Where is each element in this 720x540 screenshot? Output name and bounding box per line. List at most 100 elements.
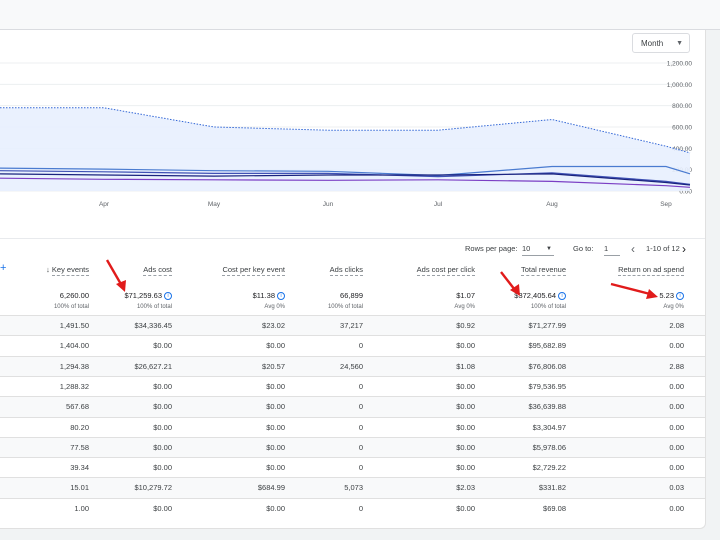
cell-key-events: 80.20 [70, 422, 89, 432]
add-column-icon[interactable]: + [0, 262, 7, 274]
cell-total-revenue: $79,536.95 [528, 381, 566, 391]
x-tick-label: Jun [323, 201, 334, 208]
cell-return-on-ad-spend: 2.88 [669, 361, 684, 371]
cell-return-on-ad-spend: 0.03 [669, 483, 684, 493]
period-select[interactable]: Month ▼ [632, 33, 690, 53]
cell-ads-cost: $0.00 [153, 503, 172, 513]
column-header-cost-per-key-event[interactable]: Cost per key event [190, 265, 285, 276]
chart-divider [0, 238, 705, 239]
cell-total-revenue: $69.08 [543, 503, 566, 513]
cell-ads-clicks: 0 [358, 341, 363, 351]
cell-return-on-ad-spend: 0.00 [669, 503, 684, 513]
cell-return-on-ad-spend: 0.00 [669, 381, 684, 391]
cell-ads-cost-per-click: $0.92 [456, 321, 475, 330]
table-row[interactable]: 80.20 $0.00 $0.00 0 $0.00 $3,304.97 0.00 [0, 416, 705, 438]
table-row[interactable]: 1,404.00 $0.00 $0.00 0 $0.00 $95,682.89 0.00 [0, 335, 705, 356]
cell-key-events: 1,491.50 [59, 321, 89, 330]
table-row[interactable]: 567.68 $0.00 $0.00 0 $0.00 $36,639.88 0.00 [0, 396, 705, 418]
rows-per-page-select[interactable]: 10 ▼ [522, 243, 554, 256]
table-row[interactable]: 15.01 $10,279.72 $684.99 5,073 $2.03 $331.82 0… [0, 477, 705, 499]
cell-key-events: 1.00 [74, 503, 89, 513]
x-tick-label: Aug [546, 201, 558, 208]
cell-cost-per-key-event: $0.00 [266, 341, 285, 351]
total-total-revenue: $372,405.64 i [485, 291, 566, 300]
cell-ads-clicks: 0 [358, 442, 363, 452]
column-header-label: Return on ad spend [618, 265, 684, 276]
cell-ads-cost: $0.00 [153, 422, 172, 432]
total-value: $1.07 [456, 291, 475, 300]
cell-total-revenue: $71,277.99 [528, 321, 566, 330]
cell-ads-clicks: 37,217 [340, 321, 363, 330]
info-icon[interactable]: i [277, 292, 285, 300]
info-icon[interactable]: i [164, 292, 172, 300]
total-value: 5.23 [659, 291, 674, 300]
prev-page-icon[interactable]: ‹ [631, 242, 635, 256]
table-row[interactable]: 39.34 $0.00 $0.00 0 $0.00 $2,729.22 0.00 [0, 457, 705, 478]
column-header-label: Total revenue [520, 265, 566, 276]
total-subtext-key-events: 100% of total [53, 304, 89, 310]
annotation-arrow-ads-cost [105, 259, 126, 292]
goto-input[interactable]: 1 [604, 243, 620, 256]
cell-ads-cost-per-click: $2.03 [456, 483, 475, 493]
total-value: 6,260.00 [59, 291, 89, 300]
cell-total-revenue: $2,729.22 [532, 463, 566, 473]
cell-ads-clicks: 0 [358, 422, 363, 432]
column-header-label: Cost per key event [222, 265, 285, 276]
total-subtext-return-on-ad-spend: Avg 0% [663, 304, 684, 310]
column-header-total-revenue[interactable]: Total revenue [485, 265, 566, 276]
cell-ads-cost: $0.00 [153, 402, 172, 412]
series-line-0 [0, 107, 691, 154]
column-header-ads-cost-per-click[interactable]: Ads cost per click [380, 265, 475, 276]
cell-ads-cost: $10,279.72 [134, 483, 172, 493]
cell-return-on-ad-spend: 0.00 [669, 402, 684, 412]
cell-ads-clicks: 0 [358, 402, 363, 412]
cell-total-revenue: $95,682.89 [528, 341, 566, 351]
goto-label: Go to: [573, 244, 594, 253]
column-header-label: Ads cost per click [416, 265, 475, 276]
cell-ads-clicks: 5,073 [344, 483, 363, 493]
total-subtext-ads-cost-per-click: Avg 0% [454, 304, 475, 310]
cell-ads-cost-per-click: $1.08 [456, 361, 475, 371]
column-header-label: Ads cost [143, 265, 172, 276]
table-row[interactable]: 1,491.50 $34,336.45 $23.02 37,217 $0.92 $71,2… [0, 315, 705, 336]
column-header-return-on-ad-spend[interactable]: Return on ad spend [590, 265, 684, 276]
total-value: $11.38 [252, 291, 275, 300]
table-row[interactable]: 1,288.32 $0.00 $0.00 0 $0.00 $79,536.95 0.00 [0, 375, 705, 397]
table-row[interactable]: 1,294.38 $26,627.21 $20.57 24,560 $1.08 $76,8… [0, 355, 705, 377]
cell-cost-per-key-event: $684.99 [257, 483, 285, 493]
table-row[interactable]: 1.00 $0.00 $0.00 0 $0.00 $69.08 0.00 [0, 497, 705, 519]
annotation-arrow-roas [610, 282, 658, 299]
series-line-3 [0, 173, 691, 186]
next-page-icon[interactable]: › [682, 242, 686, 256]
total-key-events: 6,260.00 [20, 291, 89, 300]
y-tick-label: 400.00 [672, 146, 692, 153]
cell-cost-per-key-event: $0.00 [266, 402, 285, 412]
info-icon[interactable]: i [676, 292, 684, 300]
cell-ads-cost: $0.00 [153, 463, 172, 473]
cell-ads-cost: $26,627.21 [134, 361, 172, 371]
column-header-key-events[interactable]: ↓ Key events [20, 265, 89, 276]
sort-desc-icon: ↓ [46, 265, 50, 274]
total-value: $71,259.63 [124, 291, 162, 300]
info-icon[interactable]: i [558, 292, 566, 300]
cell-ads-clicks: 0 [358, 463, 363, 473]
cell-ads-cost-per-click: $0.00 [456, 463, 475, 473]
cell-cost-per-key-event: $0.00 [266, 442, 285, 452]
column-header-ads-cost[interactable]: Ads cost [100, 265, 172, 276]
annotation-arrow-total-revenue [500, 271, 520, 296]
total-return-on-ad-spend: 5.23 i [590, 291, 684, 300]
cell-total-revenue: $76,806.08 [528, 361, 566, 371]
cell-return-on-ad-spend: 2.08 [669, 321, 684, 330]
total-value: $372,405.64 [514, 291, 556, 300]
total-subtext-cost-per-key-event: Avg 0% [264, 304, 285, 310]
y-tick-label: 1,000.00 [667, 82, 693, 89]
cell-ads-clicks: 0 [358, 381, 363, 391]
y-tick-label: 1,200.00 [667, 61, 693, 68]
total-subtext-ads-cost: 100% of total [136, 304, 172, 310]
cell-ads-clicks: 0 [358, 503, 363, 513]
table-row[interactable]: 77.58 $0.00 $0.00 0 $0.00 $5,978.06 0.00 [0, 436, 705, 458]
cell-ads-cost: $34,336.45 [134, 321, 172, 330]
rows-caret-icon: ▼ [546, 246, 552, 252]
total-cost-per-key-event: $11.38 i [190, 291, 285, 300]
column-header-ads-clicks[interactable]: Ads clicks [300, 265, 363, 276]
